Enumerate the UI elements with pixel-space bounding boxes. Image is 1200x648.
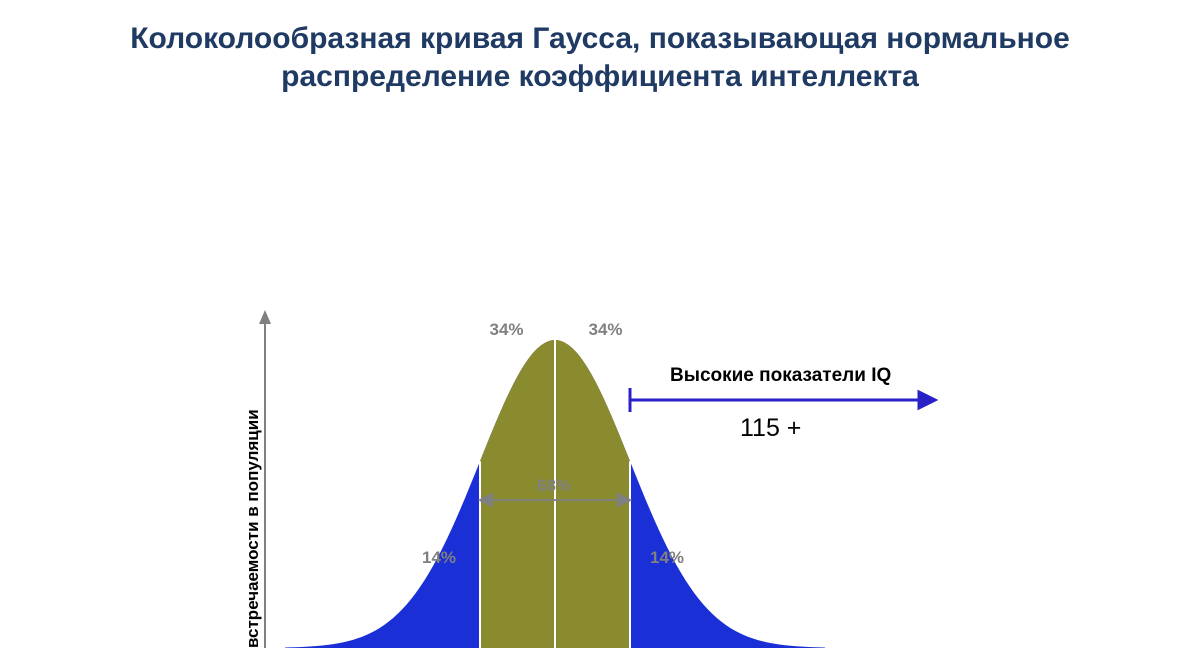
pct-right-14: 14% — [650, 548, 684, 568]
high-iq-label: Высокие показатели IQ — [670, 365, 891, 387]
page-title: Колоколообразная кривая Гаусса, показыва… — [100, 20, 1100, 95]
bell-curve-svg — [255, 310, 1155, 648]
pct-left-34: 34% — [490, 320, 524, 340]
pct-left-14: 14% — [422, 548, 456, 568]
pct-center-68: 68% — [537, 476, 571, 496]
threshold-label: 115 + — [740, 414, 801, 443]
y-axis-label: встречаемости в популяции — [243, 409, 263, 648]
bell-curve-chart: встречаемости в популяции 34% 34% 68% 14… — [255, 310, 1155, 648]
pct-right-34: 34% — [589, 320, 623, 340]
